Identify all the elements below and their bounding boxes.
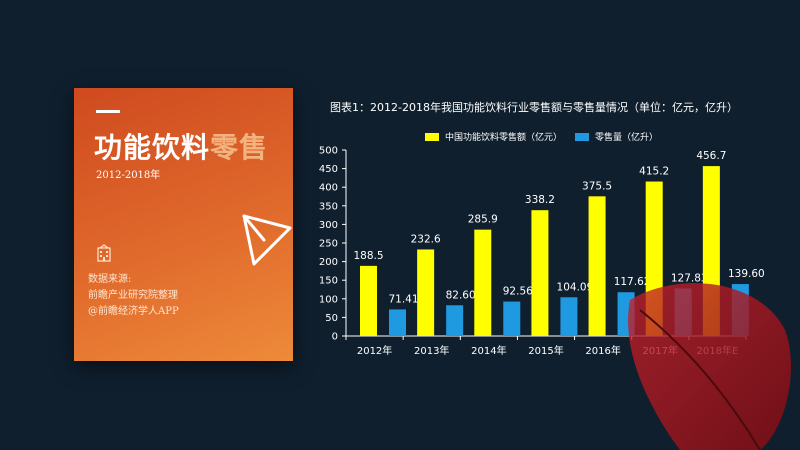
legend-swatch-volume <box>575 132 589 141</box>
x-tick-label: 2015年 <box>528 344 563 357</box>
red-feather-decoration <box>628 283 791 450</box>
bar-volume <box>503 301 521 336</box>
y-tick-label: 300 <box>319 220 338 231</box>
y-tick-label: 450 <box>319 164 338 175</box>
x-tick-label: 2014年 <box>471 344 506 357</box>
bar-volume <box>560 297 578 336</box>
data-label-volume: 82.60 <box>446 289 476 301</box>
data-label-volume: 71.41 <box>388 293 418 305</box>
bar-sales <box>474 229 492 336</box>
bar-sales <box>531 210 549 336</box>
chart-legend: 中国功能饮料零售额（亿元） 零售量（亿升） <box>0 130 800 144</box>
data-label-volume: 117.62 <box>614 276 651 288</box>
chart-title: 图表1：2012-2018年我国功能饮料行业零售额与零售量情况（单位：亿元，亿升… <box>330 101 738 114</box>
building-icon <box>97 244 111 262</box>
legend-swatch-sales <box>425 132 439 141</box>
data-label-sales: 232.6 <box>411 233 441 245</box>
bar-sales <box>417 249 435 336</box>
data-label-sales: 338.2 <box>525 194 555 206</box>
bar-sales <box>360 265 377 336</box>
panel-subtitle: 2012-2018年 <box>96 170 161 181</box>
y-tick-label: 500 <box>319 146 338 157</box>
x-tick-label: 2012年 <box>357 344 392 357</box>
data-label-volume: 127.83 <box>671 272 708 284</box>
data-source: 数据来源: 前瞻产业研究院整理 @前瞻经济学人APP <box>88 272 179 320</box>
y-tick-label: 100 <box>319 294 338 305</box>
x-tick-label: 2013年 <box>414 344 449 357</box>
data-label-sales: 375.5 <box>582 180 612 192</box>
y-tick-label: 150 <box>319 276 338 287</box>
legend-item-sales: 中国功能饮料零售额（亿元） <box>425 130 562 143</box>
data-label-volume: 104.09 <box>557 281 594 293</box>
data-label-sales: 415.2 <box>639 166 669 178</box>
bar-volume <box>446 305 464 336</box>
y-tick-label: 400 <box>319 183 338 194</box>
legend-item-volume: 零售量（亿升） <box>575 130 658 143</box>
panel-title-part1: 功能饮料 <box>94 131 211 164</box>
bar-volume <box>389 309 406 336</box>
title-panel: 功能饮料零售 2012-2018年 数据来源: 前瞻产业研究院整理 @前瞻经济学… <box>74 88 293 361</box>
source-line-1: 数据来源: <box>88 274 132 285</box>
y-tick-label: 50 <box>325 313 338 324</box>
y-tick-label: 200 <box>319 257 338 268</box>
data-label-sales: 456.7 <box>696 150 726 162</box>
y-tick-label: 250 <box>319 239 338 250</box>
y-tick-label: 350 <box>319 201 338 212</box>
data-label-sales: 285.9 <box>468 214 498 226</box>
data-label-sales: 188.5 <box>353 250 383 262</box>
source-line-3: @前瞻经济学人APP <box>88 306 179 317</box>
panel-accent-line <box>96 110 120 113</box>
source-line-2: 前瞻产业研究院整理 <box>88 290 178 301</box>
bar-sales <box>588 196 606 336</box>
data-label-volume: 139.60 <box>728 268 765 280</box>
y-tick-label: 0 <box>332 332 338 343</box>
legend-label-volume: 零售量（亿升） <box>595 133 659 143</box>
x-tick-label: 2016年 <box>585 344 620 357</box>
panel-title-part2: 零售 <box>210 131 269 164</box>
panel-title: 功能饮料零售 <box>94 126 268 166</box>
legend-label-sales: 中国功能饮料零售额（亿元） <box>445 133 563 143</box>
data-label-volume: 92.56 <box>503 286 533 298</box>
triangle-arrow-icon <box>242 214 292 266</box>
